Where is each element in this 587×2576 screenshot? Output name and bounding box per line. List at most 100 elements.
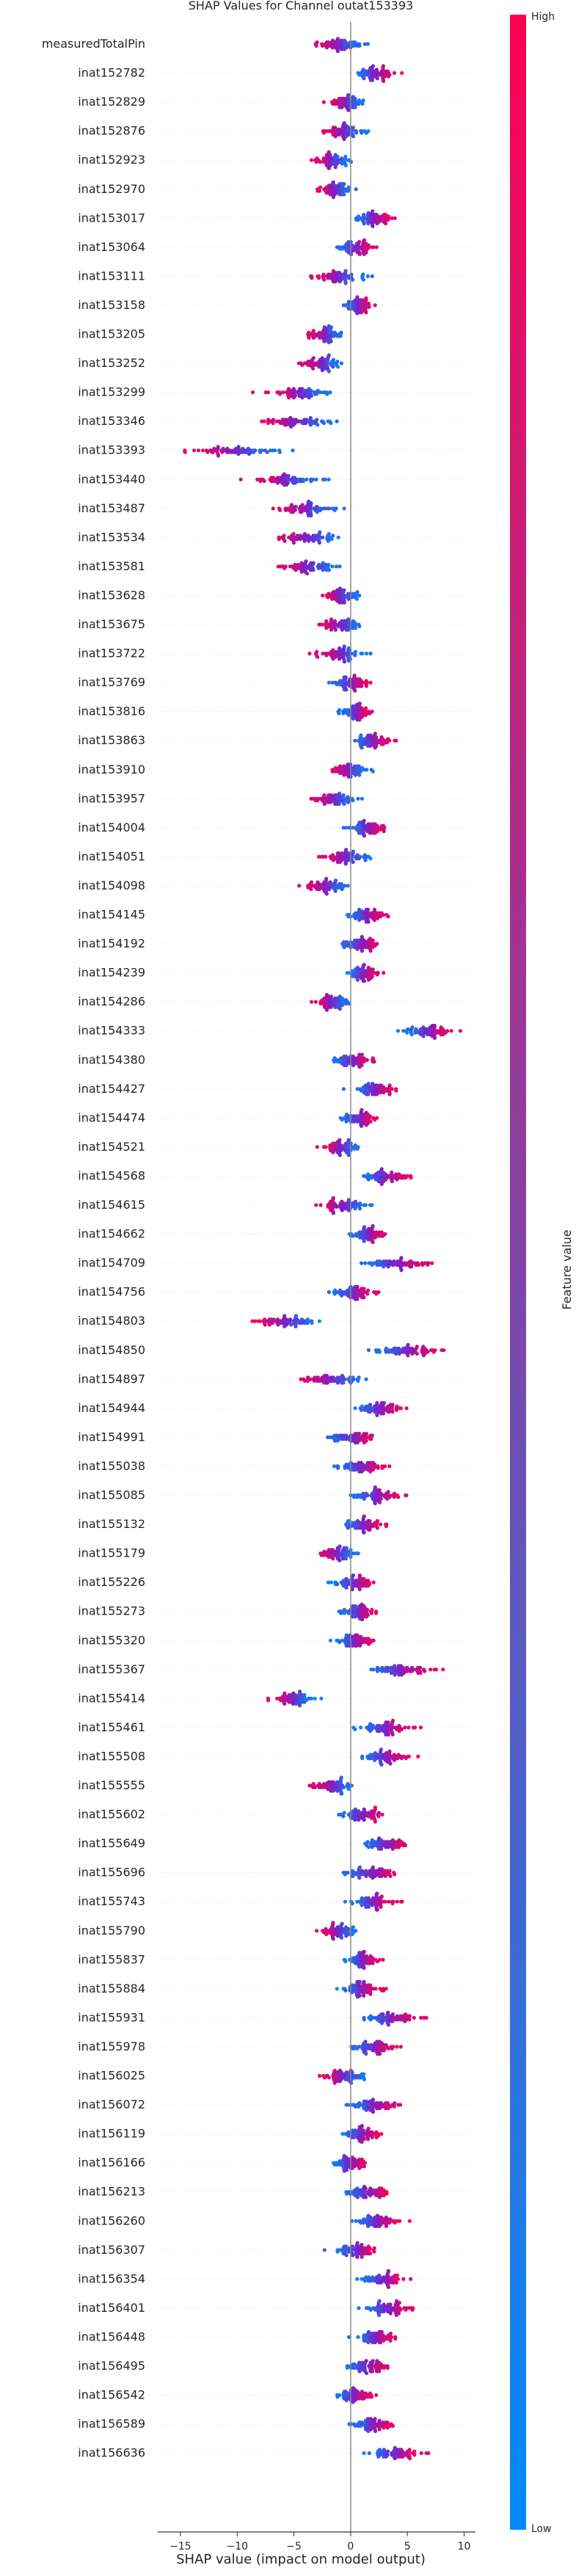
shap-point — [354, 131, 359, 135]
shap-point — [355, 590, 360, 594]
shap-point — [362, 1979, 366, 1984]
shap-point — [334, 506, 338, 511]
shap-point — [409, 1259, 414, 1264]
feature-label: inat155320 — [78, 1633, 145, 1647]
shap-point — [299, 570, 304, 574]
shap-point — [366, 1904, 371, 1909]
shap-point — [282, 534, 286, 538]
feature-label: inat152782 — [78, 66, 145, 80]
shap-point — [390, 1410, 395, 1414]
shap-point — [376, 1290, 381, 1295]
shap-point — [409, 1265, 414, 1269]
shap-point — [357, 101, 361, 106]
feature-label: inat156636 — [78, 2446, 145, 2460]
shap-point — [324, 619, 329, 623]
shap-point — [371, 967, 375, 972]
shap-point — [338, 1153, 342, 1157]
shap-point — [308, 415, 313, 421]
shap-point — [386, 914, 390, 919]
shap-point — [362, 1530, 366, 1535]
shap-point — [329, 339, 333, 343]
shap-point — [329, 1580, 334, 1584]
feature-label: inat153158 — [78, 298, 145, 312]
shap-point — [300, 503, 305, 507]
shap-point — [392, 70, 397, 76]
shap-point — [357, 1207, 362, 1211]
shap-point — [366, 1092, 371, 1096]
shap-point — [335, 360, 340, 364]
shap-point — [335, 49, 340, 54]
shap-point — [362, 963, 366, 967]
shap-point — [346, 1787, 351, 1791]
shap-point — [337, 851, 341, 856]
shap-point — [416, 1262, 421, 1267]
shap-point — [271, 1321, 275, 1325]
shap-point — [403, 1843, 408, 1848]
shap-point — [360, 1462, 365, 1467]
shap-point — [393, 1872, 397, 1877]
shap-point — [262, 419, 266, 423]
shap-point — [321, 593, 325, 598]
shap-point — [412, 1667, 416, 1672]
feature-label: inat154897 — [78, 1372, 145, 1386]
shap-point — [321, 535, 325, 539]
shap-point — [383, 221, 388, 226]
shap-point — [331, 1557, 335, 1561]
feature-label: inat152829 — [78, 95, 145, 109]
shap-point — [374, 245, 379, 250]
shap-point — [250, 1319, 255, 1323]
shap-point — [340, 1557, 346, 1561]
shap-point — [365, 768, 369, 772]
shap-point — [318, 530, 322, 534]
shap-point — [350, 1902, 354, 1906]
shap-point — [365, 1990, 370, 1995]
shap-point — [415, 1345, 419, 1349]
shap-point — [404, 1406, 409, 1411]
shap-point — [355, 1284, 360, 1289]
shap-point — [405, 1174, 409, 1178]
shap-point — [343, 154, 348, 159]
feature-label: inat154662 — [78, 1227, 145, 1241]
shap-point — [260, 448, 264, 453]
shap-point — [318, 185, 323, 189]
shap-point — [338, 1007, 342, 1011]
feature-label: inat156166 — [78, 2155, 145, 2169]
shap-point — [331, 1211, 335, 1215]
shap-point — [309, 501, 313, 506]
shap-point — [315, 650, 319, 654]
shap-point — [371, 1638, 376, 1642]
shap-point — [406, 1342, 410, 1347]
feature-label: inat155790 — [78, 1924, 145, 1938]
shap-point — [366, 920, 371, 924]
shap-point — [368, 856, 373, 861]
shap-point — [372, 1060, 376, 1064]
shap-point — [372, 907, 377, 912]
shap-point — [406, 1754, 411, 1758]
shap-point — [387, 1495, 392, 1499]
shap-point — [400, 70, 404, 76]
shap-point — [365, 1607, 370, 1612]
shap-point — [308, 1377, 313, 1381]
shap-point — [338, 1544, 342, 1549]
shap-point — [271, 506, 275, 511]
feature-label: inat154850 — [78, 1343, 145, 1357]
shap-point — [377, 1350, 382, 1354]
feature-label: inat156119 — [78, 2127, 145, 2141]
shap-point — [357, 1587, 362, 1592]
feature-label: inat156495 — [78, 2359, 145, 2373]
shap-point — [315, 40, 319, 45]
shap-point — [373, 732, 377, 736]
shap-point — [308, 423, 313, 427]
feature-label: inat155555 — [78, 1778, 145, 1792]
shap-point — [399, 1268, 404, 1273]
shap-point — [357, 240, 362, 244]
shap-point — [327, 477, 331, 481]
shap-point — [314, 477, 318, 481]
shap-point — [379, 1496, 383, 1501]
shap-point — [329, 421, 333, 426]
shap-point — [409, 1176, 413, 1180]
shap-point — [371, 1223, 375, 1229]
shap-point — [361, 68, 365, 72]
shap-point — [399, 1727, 404, 1731]
feature-label: inat153299 — [78, 385, 145, 399]
